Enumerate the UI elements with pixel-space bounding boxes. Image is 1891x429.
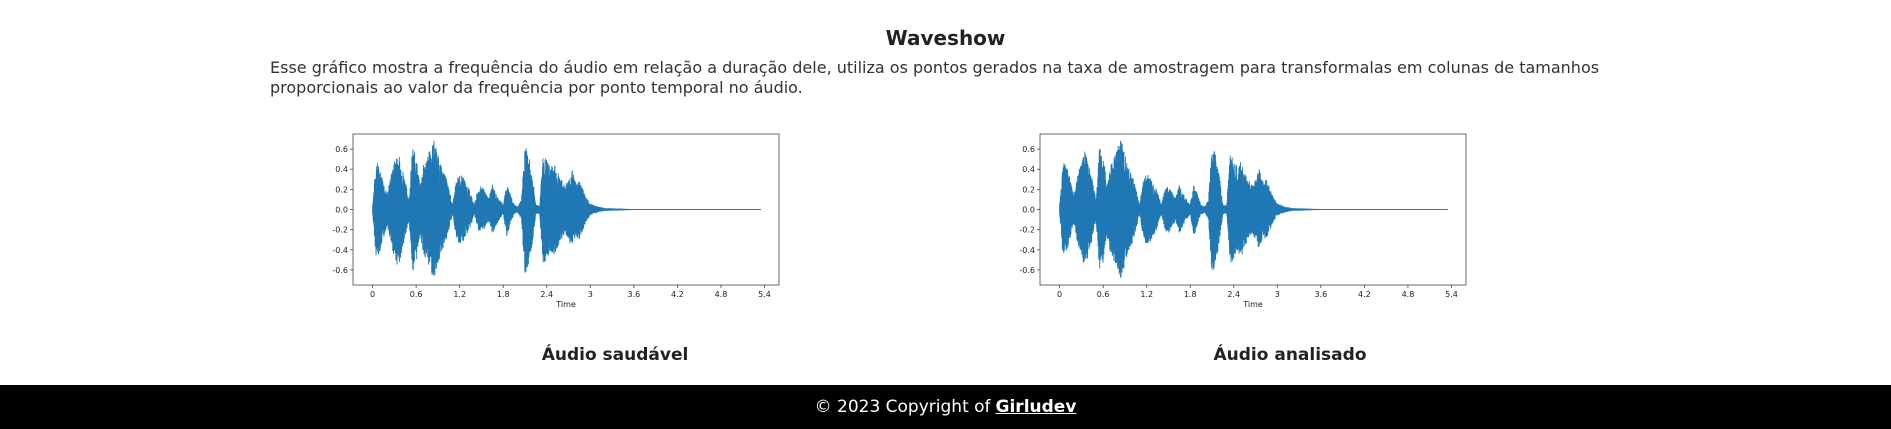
x-tick-label: 5.4 (1445, 290, 1458, 299)
author-link[interactable]: Girludev (995, 397, 1077, 417)
y-tick-label: -0.2 (332, 226, 348, 235)
y-tick-label: 0.0 (1022, 206, 1035, 215)
caption-healthy-audio: Áudio saudável (541, 345, 689, 365)
y-tick-label: 0.4 (1022, 165, 1035, 174)
page-description: Esse gráfico mostra a frequência do áudi… (270, 58, 1600, 97)
waveform-chart-healthy: 0 0.6 1.2 1.8 2.4 3 3.6 4.2 4.8 5.4 -0.6 -0.4 -0.2 0.… (320, 126, 880, 376)
y-tick-label: 0.6 (1022, 145, 1035, 154)
x-tick-label: 1.8 (497, 290, 510, 299)
y-tick-label: 0.2 (335, 185, 348, 194)
x-tick-label: 1.8 (1184, 290, 1197, 299)
x-tick-label: 3 (1275, 290, 1280, 299)
page-title: Waveshow (885, 26, 1006, 50)
y-tick-label: 0.0 (335, 206, 348, 215)
x-tick-label: 0.6 (1097, 290, 1110, 299)
y-tick-label: -0.4 (1019, 246, 1035, 255)
footer: © 2023 Copyright of Girludev (0, 385, 1891, 429)
y-tick-label: -0.2 (1019, 226, 1035, 235)
copyright-text: © 2023 Copyright of (814, 397, 991, 417)
x-tick-label: 4.2 (671, 290, 684, 299)
x-tick-label: 1.2 (1140, 290, 1153, 299)
y-tick-label: -0.4 (332, 246, 348, 255)
x-tick-label: 1.2 (453, 290, 466, 299)
y-tick-label: 0.2 (1022, 185, 1035, 194)
caption-analyzed-audio: Áudio analisado (1213, 345, 1367, 365)
y-tick-label: -0.6 (332, 266, 348, 275)
y-tick-label: 0.4 (335, 165, 348, 174)
x-tick-label: 0 (1057, 290, 1062, 299)
x-tick-label: 3.6 (627, 290, 640, 299)
y-tick-label: -0.6 (1019, 266, 1035, 275)
x-tick-label: 2.4 (1227, 290, 1240, 299)
x-tick-label: 2.4 (540, 290, 553, 299)
x-tick-label: 0 (370, 290, 375, 299)
x-tick-label: 0.6 (410, 290, 423, 299)
y-tick-label: 0.6 (335, 145, 348, 154)
x-tick-label: 4.8 (1402, 290, 1415, 299)
waveform-chart-analyzed: 0 0.6 1.2 1.8 2.4 3 3.6 4.2 4.8 5.4 -0.6 -0.4 -0.2 0.… (1007, 126, 1567, 376)
x-tick-label: 4.2 (1358, 290, 1371, 299)
waveform-svg-healthy: 0 0.6 1.2 1.8 2.4 3 3.6 4.2 4.8 5.4 -0.6 -0.4 -0.2 0.… (332, 133, 780, 309)
x-tick-label: 4.8 (715, 290, 728, 299)
x-axis-label: Time (555, 300, 576, 309)
waveform-svg-analyzed: 0 0.6 1.2 1.8 2.4 3 3.6 4.2 4.8 5.4 -0.6 -0.4 -0.2 0.… (1019, 133, 1467, 309)
waveform-series (372, 140, 762, 276)
x-tick-label: 5.4 (758, 290, 771, 299)
x-tick-label: 3.6 (1314, 290, 1327, 299)
x-axis-label: Time (1242, 300, 1263, 309)
x-tick-label: 3 (588, 290, 593, 299)
